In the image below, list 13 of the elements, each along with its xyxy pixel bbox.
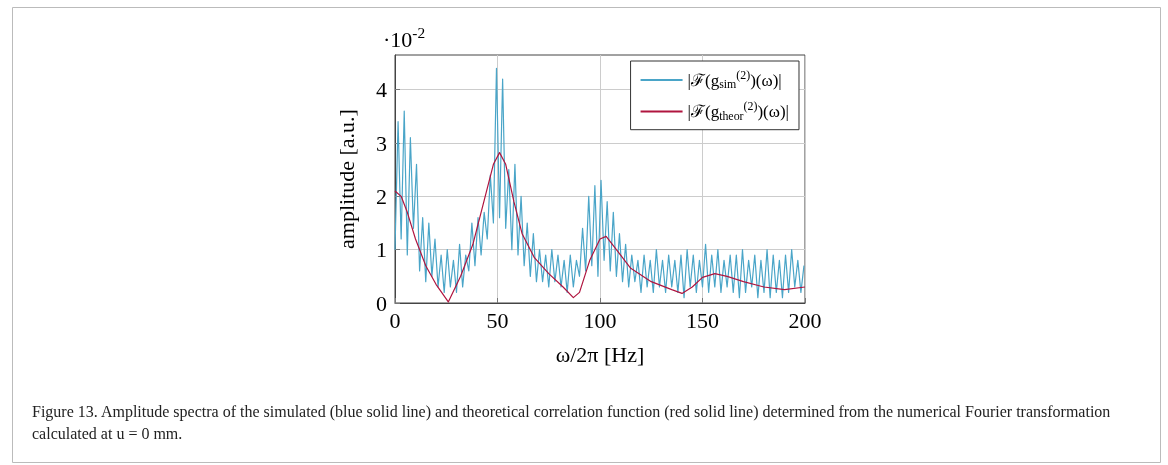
caption: Figure 13. Amplitude spectra of the simulated (blue solid line) and theoretical correlation function (red solid line) determined from the numerical Fourier transformation calculated at u = 0 mm. [32, 402, 1115, 442]
line-series [394, 67, 805, 299]
y-axis-title: amplitude [a.u.] [333, 109, 359, 249]
x-axis-title: ω/2π [Hz] [555, 341, 645, 367]
x-tick-label: 50 [486, 307, 509, 333]
x-tick-label: 150 [686, 307, 719, 333]
x-tick-label: 100 [583, 307, 617, 333]
y-tick-label: 1 [376, 237, 387, 263]
y-tick-label: 0 [376, 290, 387, 316]
y-tick-label: 2 [376, 183, 387, 209]
x-tick-label: 200 [788, 307, 822, 333]
y-tick-label: 3 [376, 130, 387, 156]
y-tick-label: 4 [376, 77, 387, 103]
